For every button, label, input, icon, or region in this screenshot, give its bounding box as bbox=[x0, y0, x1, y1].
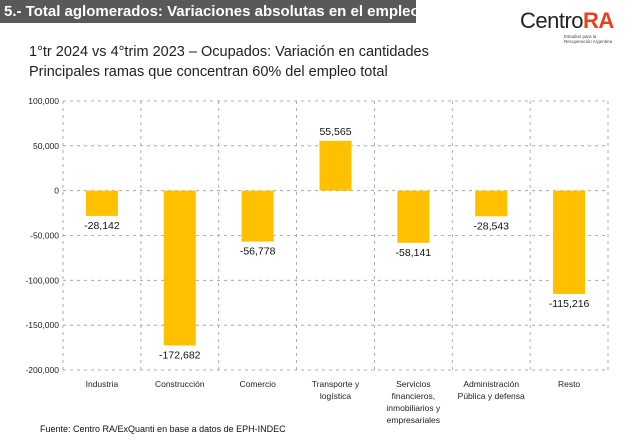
bar bbox=[319, 140, 352, 191]
bar bbox=[553, 190, 586, 294]
x-tick-label: inmobiliarios y bbox=[386, 403, 441, 413]
data-label: 55,565 bbox=[319, 126, 351, 138]
logo-tagline-2: Recuperación Argentina bbox=[564, 39, 613, 44]
x-tick-label: empresariales bbox=[387, 415, 440, 425]
bar bbox=[397, 190, 430, 243]
x-tick-label: Transporte y bbox=[312, 379, 360, 389]
x-tick-label: Administración bbox=[463, 379, 519, 389]
bar bbox=[475, 190, 508, 217]
x-tick-label: Comercio bbox=[239, 379, 276, 389]
y-tick-label: -200,000 bbox=[25, 365, 59, 375]
y-tick-label: 100,000 bbox=[28, 96, 59, 106]
y-tick-label: 0 bbox=[54, 186, 59, 196]
centro-ra-logo: CentroRA Estudios para la Recuperación A… bbox=[520, 8, 630, 44]
chart-subtitle-2: Principales ramas que concentran 60% del… bbox=[29, 64, 388, 80]
x-tick-label: logística bbox=[320, 391, 351, 401]
y-tick-label: 50,000 bbox=[33, 141, 59, 151]
section-header: 5.- Total aglomerados: Variaciones absol… bbox=[0, 0, 420, 23]
logo-name-a: Centro bbox=[520, 8, 584, 33]
chart-subtitle-1: 1°tr 2024 vs 4°trim 2023 – Ocupados: Var… bbox=[29, 44, 429, 60]
source-note: Fuente: Centro RA/ExQuanti en base a dat… bbox=[40, 424, 286, 434]
data-label: -28,142 bbox=[84, 220, 120, 232]
bar bbox=[241, 190, 274, 242]
data-label: -56,778 bbox=[240, 246, 276, 258]
data-label: -28,543 bbox=[473, 220, 509, 232]
y-tick-label: -100,000 bbox=[25, 275, 59, 285]
bar bbox=[85, 190, 118, 216]
x-tick-label: Resto bbox=[558, 379, 580, 389]
y-tick-label: -50,000 bbox=[30, 231, 59, 241]
x-tick-label: Servicios bbox=[396, 379, 430, 389]
data-label: -115,216 bbox=[549, 298, 590, 310]
y-tick-label: -150,000 bbox=[25, 320, 59, 330]
x-tick-label: financieros, bbox=[392, 391, 435, 401]
x-tick-label: Construcción bbox=[155, 379, 205, 389]
data-label: -172,682 bbox=[159, 350, 201, 362]
bar bbox=[163, 190, 196, 346]
x-tick-label: Pública y defensa bbox=[458, 391, 525, 401]
logo-name-b: RA bbox=[583, 8, 614, 33]
logo-tagline-1: Estudios para la bbox=[564, 34, 597, 39]
data-label: -58,141 bbox=[396, 247, 432, 259]
x-tick-label: Industria bbox=[86, 379, 119, 389]
